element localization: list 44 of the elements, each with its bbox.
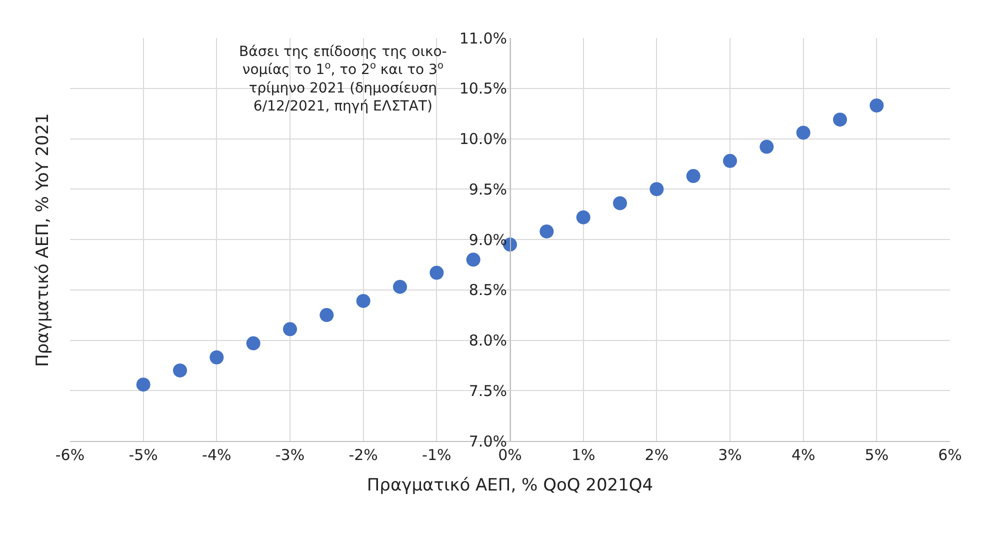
x-tick-label: 2%	[644, 446, 669, 464]
point	[210, 350, 224, 364]
point	[173, 363, 187, 378]
point	[136, 378, 150, 392]
point	[540, 224, 554, 238]
point	[723, 154, 737, 168]
point	[393, 280, 407, 294]
y-tick-label: 9.0%	[468, 230, 507, 249]
y-tick-label: 11.0%	[459, 29, 507, 48]
point	[320, 308, 334, 322]
text: Βάσει της επίδοσης της οικο- νομίας το 1$^{ο}$, το 2$^{ο}$ και το 3$^{ο}$ τρίμηνο 2021 (δημοσίευση 6/12/2021, πηγή ΕΛΣΤΑΤ)	[239, 44, 447, 115]
point	[283, 322, 297, 336]
x-tick-label: -5%	[128, 446, 158, 464]
point	[246, 336, 260, 350]
y-tick-label: 9.5%	[468, 180, 507, 198]
point	[686, 169, 700, 184]
x-tick-label: 3%	[718, 446, 742, 464]
point	[356, 294, 370, 308]
point	[833, 112, 847, 127]
point	[650, 182, 664, 196]
point	[760, 140, 774, 154]
x-axis-title: Πραγματικό ΑΕΠ, % QoQ 2021Q4	[366, 475, 654, 496]
x-tick-label: 6%	[938, 446, 962, 464]
x-tick-label: -1%	[422, 446, 452, 464]
x-tick-label: 4%	[791, 446, 816, 464]
y-tick-label: 7.5%	[468, 382, 507, 400]
y-axis-title: Πραγματικό ΑΕΠ, % YoY 2021	[32, 113, 53, 367]
x-tick-label: 5%	[864, 446, 889, 464]
x-tick-label: 1%	[571, 446, 596, 464]
y-tick-label: 8.5%	[468, 281, 507, 300]
x-tick-label: 0%	[498, 446, 522, 464]
x-tick-label: -4%	[202, 446, 232, 464]
point	[870, 98, 884, 112]
point	[796, 126, 810, 140]
y-tick-label: 10.5%	[459, 80, 507, 98]
x-tick-label: -6%	[55, 446, 85, 464]
point	[430, 266, 444, 280]
x-tick-label: -3%	[275, 446, 305, 464]
point	[576, 210, 590, 224]
point	[466, 252, 480, 267]
y-tick-label: 8.0%	[468, 332, 507, 350]
y-tick-label: 10.0%	[459, 130, 507, 148]
x-tick-label: -2%	[348, 446, 378, 464]
point	[613, 196, 627, 210]
